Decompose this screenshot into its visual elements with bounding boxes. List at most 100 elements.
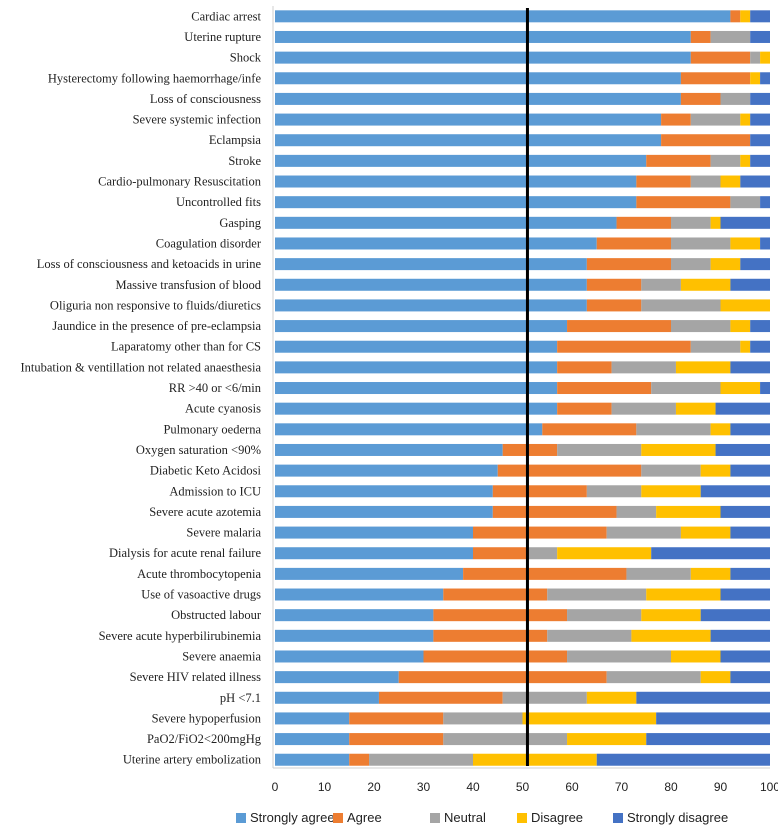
bar-segment-disagree bbox=[557, 547, 652, 560]
bar-segment-strongly-disagree bbox=[750, 30, 770, 43]
bar-segment-agree bbox=[730, 10, 741, 23]
bar-segment-agree bbox=[473, 526, 607, 539]
category-label: Severe HIV related illness bbox=[130, 670, 261, 684]
category-label: Cardiac arrest bbox=[191, 9, 261, 23]
bar-segment-strongly-disagree bbox=[740, 258, 770, 271]
bar-segment-strongly-disagree bbox=[730, 464, 770, 477]
x-tick-label: 50 bbox=[516, 780, 530, 794]
category-label: Oxygen saturation <90% bbox=[136, 443, 261, 457]
bar-segment-strongly-agree bbox=[275, 196, 637, 209]
bar-segment-strongly-agree bbox=[275, 237, 597, 250]
bar-segment-strongly-agree bbox=[275, 382, 558, 395]
bar-segment-neutral bbox=[651, 382, 721, 395]
category-label: Uterine rupture bbox=[184, 30, 261, 44]
bar-segment-agree bbox=[567, 320, 671, 333]
bar-segment-strongly-agree bbox=[275, 733, 350, 746]
category-label: pH <7.1 bbox=[220, 691, 261, 705]
legend-swatch bbox=[236, 813, 246, 823]
bar-segment-agree bbox=[636, 196, 731, 209]
bar-segment-strongly-disagree bbox=[720, 216, 770, 229]
bar-segment-neutral bbox=[641, 299, 721, 312]
legend-swatch bbox=[333, 813, 343, 823]
bar-segment-strongly-agree bbox=[275, 588, 444, 601]
bar-segment-neutral bbox=[443, 712, 523, 725]
bar-segment-neutral bbox=[567, 650, 671, 663]
bar-segment-neutral bbox=[671, 237, 731, 250]
bar-segment-agree bbox=[616, 216, 671, 229]
bar-segment-disagree bbox=[522, 712, 657, 725]
bar-segment-neutral bbox=[671, 216, 711, 229]
category-label: Severe anaemia bbox=[182, 649, 261, 663]
bar-segment-disagree bbox=[646, 588, 721, 601]
x-tick-labels: 0 10 20 30 40 50 60 70 80 90 100 bbox=[272, 780, 778, 794]
bar-segment-disagree bbox=[730, 320, 751, 333]
bar-segment-strongly-agree bbox=[275, 278, 587, 291]
bar-segment-disagree bbox=[680, 526, 731, 539]
bar-segment-neutral bbox=[611, 402, 676, 415]
bar-segment-strongly-disagree bbox=[760, 196, 770, 209]
bar-segment-disagree bbox=[567, 733, 647, 746]
category-label: Severe acute azotemia bbox=[149, 505, 261, 519]
bar-segment-neutral bbox=[641, 278, 681, 291]
bar-segment-strongly-agree bbox=[275, 712, 350, 725]
bar-segment-strongly-disagree bbox=[730, 526, 770, 539]
bars-group bbox=[275, 10, 770, 766]
bar-segment-strongly-disagree bbox=[730, 361, 770, 374]
bar-segment-strongly-disagree bbox=[646, 733, 770, 746]
x-tick-label: 70 bbox=[615, 780, 629, 794]
bar-segment-strongly-agree bbox=[275, 671, 399, 684]
legend-label: Strongly disagree bbox=[627, 810, 728, 825]
bar-segment-strongly-agree bbox=[275, 423, 543, 436]
category-label: Severe systemic infection bbox=[133, 113, 262, 127]
bar-segment-agree bbox=[646, 154, 711, 167]
bar-segment-strongly-agree bbox=[275, 505, 493, 518]
bar-segment-agree bbox=[463, 567, 627, 580]
bar-segment-neutral bbox=[671, 258, 711, 271]
category-label: RR >40 or <6/min bbox=[169, 381, 262, 395]
bar-segment-agree bbox=[433, 609, 568, 622]
bar-segment-strongly-disagree bbox=[720, 650, 770, 663]
bar-segment-disagree bbox=[473, 753, 597, 766]
bar-segment-strongly-disagree bbox=[720, 505, 770, 518]
bar-segment-strongly-disagree bbox=[730, 278, 770, 291]
bar-segment-neutral bbox=[547, 588, 647, 601]
bar-segment-agree bbox=[690, 30, 711, 43]
bar-segment-neutral bbox=[720, 92, 751, 105]
bar-segment-neutral bbox=[443, 733, 568, 746]
category-label: Uncontrolled fits bbox=[176, 195, 261, 209]
bar-segment-disagree bbox=[675, 361, 731, 374]
bar-segment-strongly-agree bbox=[275, 547, 473, 560]
bar-segment-neutral bbox=[626, 567, 691, 580]
bar-segment-strongly-disagree bbox=[651, 547, 770, 560]
category-label: Oliguria non responsive to fluids/diuret… bbox=[50, 298, 261, 312]
bar-segment-agree bbox=[473, 547, 528, 560]
bar-segment-agree bbox=[586, 258, 671, 271]
bar-segment-strongly-disagree bbox=[700, 485, 770, 498]
bar-segment-agree bbox=[492, 505, 617, 518]
bar-segment-strongly-agree bbox=[275, 258, 587, 271]
bar-segment-strongly-agree bbox=[275, 216, 617, 229]
bar-segment-disagree bbox=[586, 691, 637, 704]
category-label: Laparatomy other than for CS bbox=[111, 340, 261, 354]
bar-segment-neutral bbox=[606, 671, 701, 684]
category-label: Pulmonary oederna bbox=[163, 422, 261, 436]
category-label: Gasping bbox=[219, 216, 261, 230]
bar-segment-disagree bbox=[690, 567, 731, 580]
bar-segment-disagree bbox=[641, 443, 716, 456]
bar-segment-strongly-agree bbox=[275, 650, 424, 663]
bar-segment-strongly-agree bbox=[275, 629, 434, 642]
bar-segment-strongly-agree bbox=[275, 30, 691, 43]
bar-segment-strongly-agree bbox=[275, 691, 379, 704]
bar-segment-strongly-agree bbox=[275, 753, 350, 766]
bar-segment-agree bbox=[349, 712, 444, 725]
bar-segment-disagree bbox=[740, 154, 751, 167]
bar-segment-disagree bbox=[671, 650, 721, 663]
bar-segment-agree bbox=[398, 671, 607, 684]
bar-segment-strongly-agree bbox=[275, 443, 503, 456]
bar-segment-strongly-disagree bbox=[720, 588, 770, 601]
bar-segment-strongly-agree bbox=[275, 340, 558, 353]
bar-segment-strongly-agree bbox=[275, 485, 493, 498]
bar-segment-agree bbox=[680, 92, 721, 105]
legend-label: Neutral bbox=[444, 810, 486, 825]
x-tick-label: 30 bbox=[417, 780, 431, 794]
